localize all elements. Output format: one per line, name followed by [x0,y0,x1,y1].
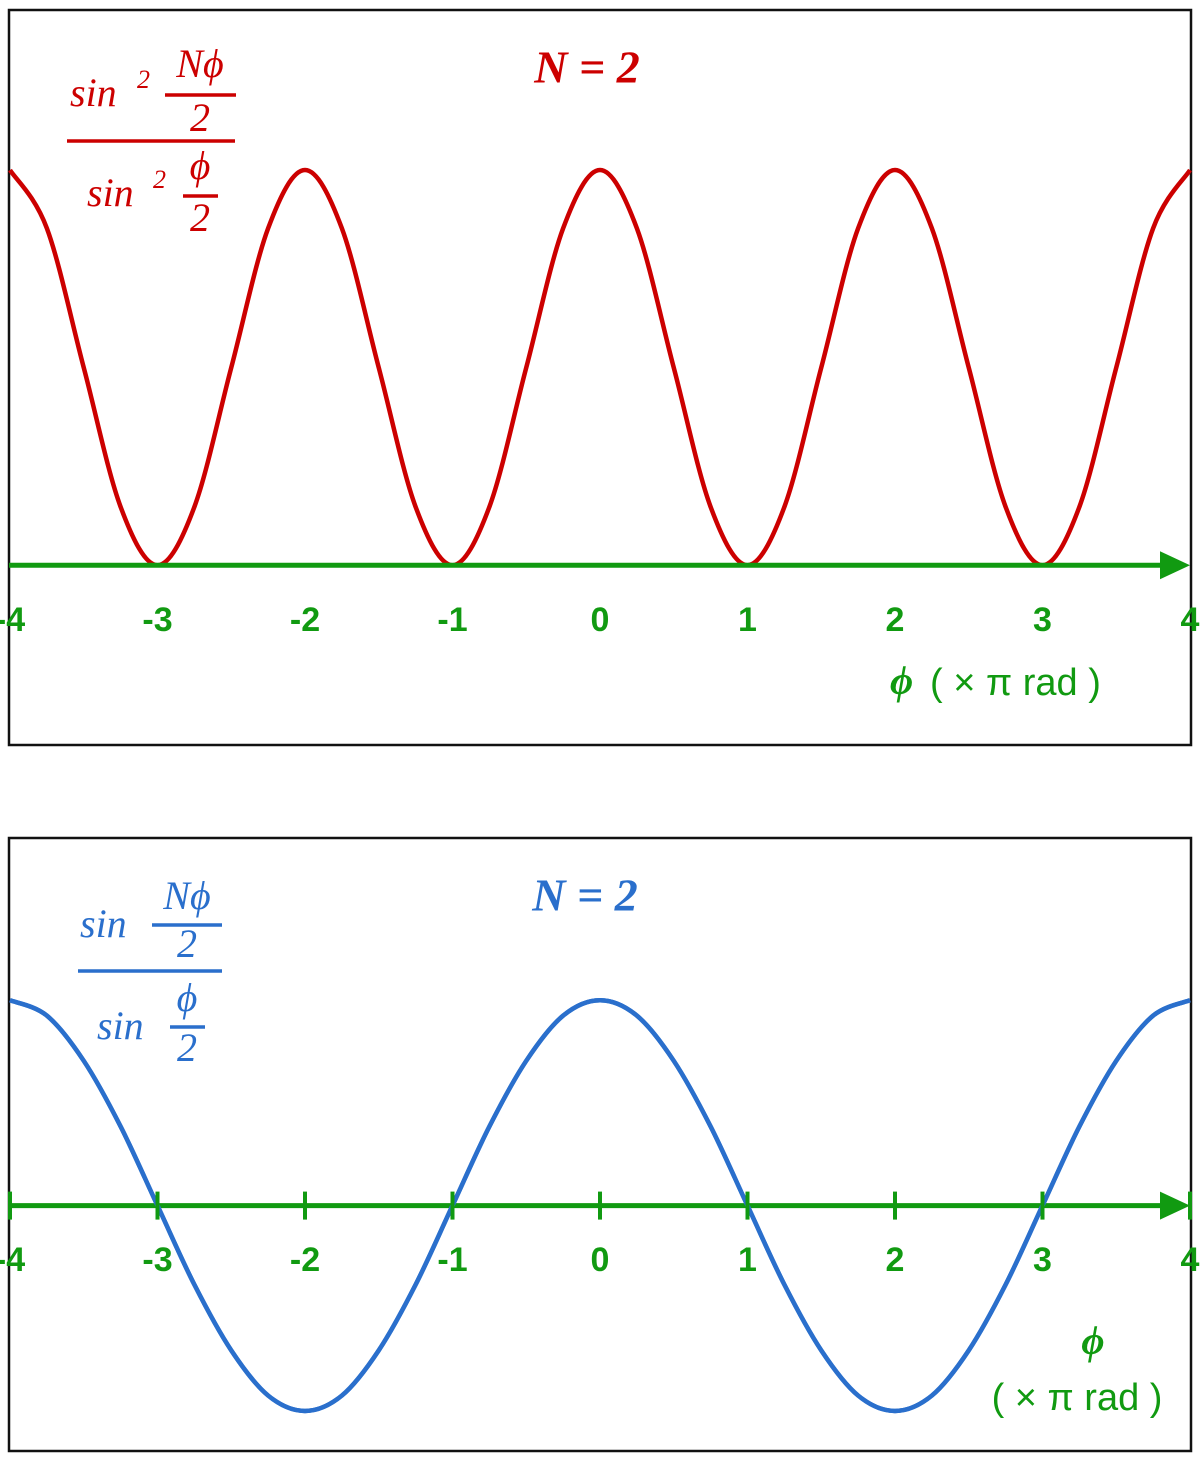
x-tick-label: 4 [1181,1241,1200,1279]
x-tick-label: 2 [886,1241,905,1279]
y-label-part: 2 [177,1025,197,1070]
y-label-part: sin [87,170,134,215]
y-label-part: Nϕ [162,873,210,918]
x-tick-label: -1 [437,1241,467,1279]
x-axis-label: ( × π rad ) [992,1377,1163,1419]
panel-frame [7,836,1193,1453]
x-tick-label: -1 [437,601,467,639]
y-label-part: sin [97,1003,144,1048]
y-label-part: 2 [137,65,150,94]
x-tick-label: 2 [886,601,905,639]
y-label-part: 2 [177,921,197,966]
x-axis-label: ϕ [890,658,913,703]
x-tick-label: -2 [290,601,320,639]
y-label-part: sin [70,70,117,115]
y-label-part: ϕ [190,143,211,188]
y-label-part: 2 [190,195,210,240]
y-label-part: sin [80,901,127,946]
axis-arrow [1160,1191,1190,1220]
x-tick-label: 1 [738,1241,757,1279]
curve [8,167,1192,568]
curve [9,997,1191,1414]
x-tick-label: 4 [1181,601,1200,639]
y-label-part: Nϕ [175,41,223,86]
chart-title: N = 2 [531,870,637,921]
x-tick-label: -3 [142,1241,172,1279]
x-tick-label: -2 [290,1241,320,1279]
x-tick-label: 0 [591,601,610,639]
x-tick-label: -3 [142,601,172,639]
x-tick-label: -4 [0,601,25,639]
panel-frame [7,8,1193,747]
x-tick-label: -4 [0,1241,25,1279]
x-tick-label: 3 [1033,1241,1052,1279]
x-tick-label: 0 [591,1241,610,1279]
chart-title: N = 2 [533,42,639,93]
y-label-part: ϕ [177,975,198,1020]
x-axis-label: ϕ [1081,1318,1104,1363]
x-tick-label: 3 [1033,601,1052,639]
x-axis-label: ( × π rad ) [930,662,1101,704]
y-label-part: 2 [153,165,166,194]
y-label-part: 2 [190,95,210,140]
axis-arrow [1160,551,1190,580]
x-tick-label: 1 [738,601,757,639]
